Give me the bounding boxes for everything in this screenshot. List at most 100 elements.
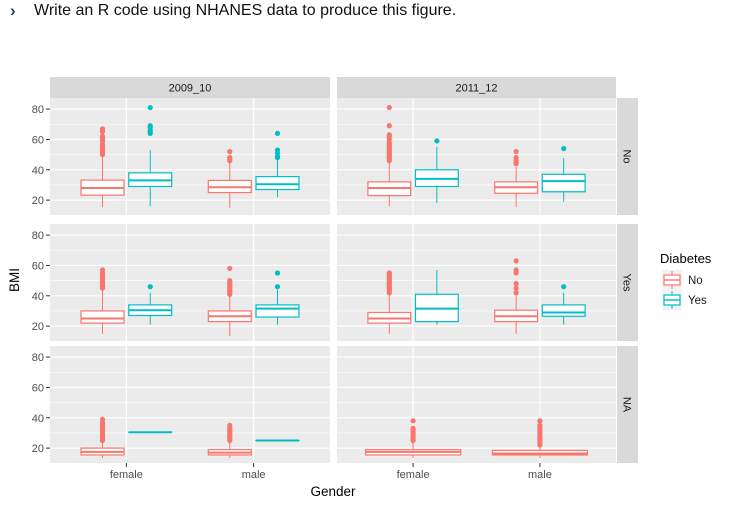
outlier-point (513, 258, 519, 264)
boxplot-male-no (207, 422, 252, 458)
outlier-point (274, 270, 281, 276)
outlier-point (386, 104, 392, 111)
outlier-point (147, 104, 153, 111)
facet-strip-row (617, 224, 638, 341)
legend-item: Yes (662, 290, 707, 310)
outlier-point (513, 290, 519, 296)
facet-strip-col (337, 77, 616, 98)
outlier-point (513, 285, 519, 291)
x-tick-label: female (110, 469, 143, 481)
y-tick-label: 40 (32, 413, 44, 425)
boxplot-male-no (207, 265, 252, 336)
box (255, 304, 300, 318)
y-tick-label: 80 (32, 230, 44, 242)
facet-panel (50, 224, 330, 341)
facet-panel (50, 98, 330, 215)
outlier-point (99, 133, 106, 139)
boxplot-female-yes (128, 284, 173, 325)
facet-strip-label: NA (621, 397, 633, 413)
outlier-point (227, 148, 233, 155)
panel-background (50, 98, 330, 215)
y-tick-label: 20 (32, 195, 44, 207)
boxplot-female-yes (128, 104, 173, 207)
box (541, 304, 586, 317)
y-axis-title: BMI (7, 268, 22, 292)
panel-background (337, 98, 616, 215)
outlier-point (147, 284, 153, 290)
facet-strip-col (50, 77, 330, 98)
boxplot-female-no (367, 104, 412, 207)
box (255, 176, 300, 191)
y-tick-label: 60 (32, 382, 44, 394)
outlier-point (561, 145, 567, 152)
legend-title: Diabetes (660, 251, 712, 266)
outlier-point (99, 416, 106, 422)
outlier-point (147, 123, 153, 129)
facet-panel (337, 346, 616, 463)
facet-strip-label: 2011_12 (455, 83, 497, 95)
outlier-point (386, 132, 392, 138)
legend-item: No (662, 270, 703, 290)
y-tick-label: 80 (32, 104, 44, 116)
legend-label: No (688, 275, 703, 287)
outlier-point (513, 155, 519, 161)
panel-background (337, 346, 616, 463)
boxplot-female-yes (414, 138, 459, 204)
y-tick-label: 20 (32, 321, 44, 333)
outlier-point (227, 422, 233, 428)
x-tick-label: female (397, 469, 430, 481)
boxplot-female-no (364, 418, 462, 458)
y-tick-label: 60 (32, 134, 44, 146)
facet-strip-row (617, 98, 638, 215)
boxplot-female-no (80, 416, 125, 458)
outlier-point (227, 265, 233, 272)
prompt-line: › Write an R code using NHANES data to p… (10, 0, 456, 22)
outlier-point (513, 148, 519, 155)
outlier-point (561, 284, 567, 290)
boxplot-female-no (367, 270, 412, 334)
boxplot-female-yes (414, 269, 459, 325)
boxplot-male-yes (255, 130, 300, 198)
boxplot-male-yes (541, 284, 586, 325)
boxplot-female-no (80, 126, 125, 208)
boxplot-male-no (207, 148, 252, 208)
y-tick-label: 40 (32, 165, 44, 177)
prompt-text: Write an R code using NHANES data to pro… (34, 2, 457, 19)
outlier-point (274, 284, 281, 290)
boxplot-male-no (494, 258, 539, 334)
outlier-point (227, 155, 233, 161)
outlier-point (513, 281, 519, 287)
legend-label: Yes (688, 295, 707, 307)
outlier-point (99, 267, 106, 273)
outlier-point (227, 278, 233, 284)
boxplot-male-yes (541, 145, 586, 202)
facet-strip-label: Yes (621, 274, 633, 292)
facet-panel (337, 98, 616, 215)
outlier-point (386, 123, 392, 129)
boxplot-male-no (491, 418, 589, 458)
x-tick-label: male (528, 469, 552, 481)
outlier-point (99, 126, 106, 132)
boxplot-male-no (494, 148, 539, 208)
outlier-point (410, 418, 416, 424)
facet-strip-label: 2009_10 (169, 83, 212, 95)
box (541, 173, 586, 193)
y-tick-label: 60 (32, 260, 44, 272)
facet-panel (50, 346, 330, 463)
y-tick-label: 40 (32, 291, 44, 303)
facet-strip-row (617, 346, 638, 463)
outlier-point (537, 418, 543, 424)
x-axis-title: Gender (310, 484, 356, 499)
outlier-point (537, 422, 543, 428)
x-tick-label: male (242, 469, 266, 481)
boxplot-male-yes (255, 270, 300, 325)
y-tick-label: 80 (32, 352, 44, 364)
outlier-point (274, 147, 281, 153)
outlier-point (434, 138, 440, 144)
outlier-point (386, 270, 392, 276)
outlier-point (410, 425, 416, 432)
outlier-point (513, 267, 519, 273)
outlier-point (274, 130, 281, 136)
boxplot-female-no (80, 267, 125, 334)
y-tick-label: 20 (32, 443, 44, 455)
